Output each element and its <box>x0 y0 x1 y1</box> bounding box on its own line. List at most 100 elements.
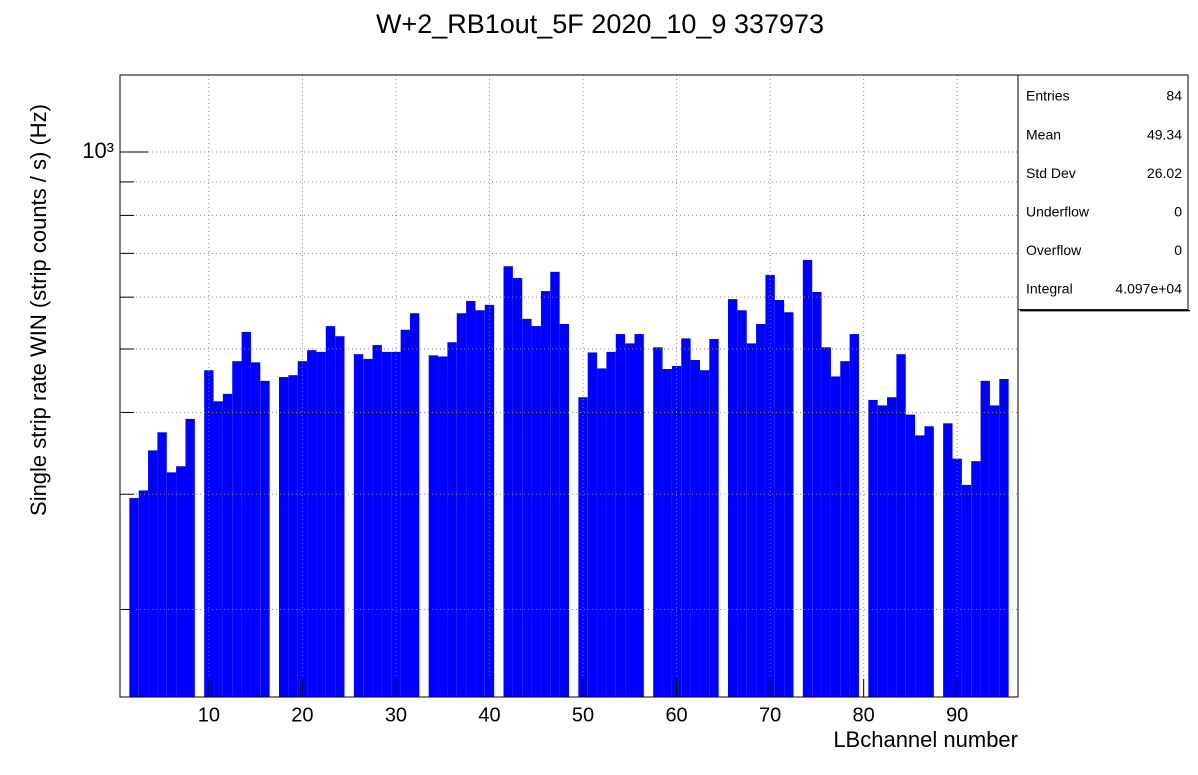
bar <box>737 310 747 697</box>
stats-label: Underflow <box>1026 204 1090 220</box>
bar <box>316 351 326 697</box>
bar <box>335 336 345 697</box>
chart-title: W+2_RB1out_5F 2020_10_9 337973 <box>376 9 824 39</box>
bar <box>307 350 317 697</box>
bar <box>204 370 214 697</box>
bar <box>756 323 766 697</box>
stats-box <box>1017 74 1189 311</box>
bar <box>279 377 289 697</box>
bar <box>138 490 149 697</box>
x-tick-label: 40 <box>478 704 500 726</box>
bar <box>176 466 186 697</box>
x-axis-label: LBchannel number <box>833 727 1018 752</box>
bar <box>503 266 513 697</box>
bar <box>166 472 177 697</box>
bar <box>746 343 757 697</box>
bar <box>250 362 261 697</box>
bar <box>943 423 953 697</box>
stats-value: 0 <box>1174 204 1182 220</box>
bar <box>765 274 775 697</box>
bar <box>400 329 410 697</box>
bar <box>905 414 916 697</box>
bar <box>185 418 195 697</box>
bar <box>952 458 962 697</box>
y-axis-label: Single strip rate WIN (strip counts / s)… <box>26 104 51 516</box>
bar <box>690 360 700 697</box>
bar <box>896 354 906 697</box>
bar <box>391 351 401 697</box>
bar <box>999 378 1009 697</box>
bar <box>157 432 167 697</box>
bar <box>606 351 616 697</box>
bar <box>363 358 373 697</box>
bar <box>634 334 644 697</box>
bar <box>971 461 981 697</box>
bar <box>653 347 663 697</box>
bar <box>129 498 139 697</box>
bar <box>784 312 794 697</box>
x-tick-label: 30 <box>385 704 407 726</box>
x-tick-label: 60 <box>665 704 687 726</box>
bar <box>625 343 635 697</box>
bar <box>222 393 233 697</box>
bar <box>699 370 710 697</box>
bar <box>662 369 672 697</box>
bar <box>540 291 551 697</box>
bar <box>989 405 1000 697</box>
x-tick-label: 80 <box>853 704 875 726</box>
bar <box>381 351 392 697</box>
bar <box>325 326 336 697</box>
bar <box>353 354 364 697</box>
bar <box>438 356 448 697</box>
bar <box>288 375 298 697</box>
x-tick-label: 50 <box>572 704 594 726</box>
stats-label: Std Dev <box>1026 165 1076 181</box>
bar <box>484 304 495 697</box>
stats-value: 26.02 <box>1147 165 1182 181</box>
stats-label: Mean <box>1026 126 1061 142</box>
bar <box>260 380 270 697</box>
bar <box>447 342 457 697</box>
stats-value: 4.097e+04 <box>1115 281 1182 297</box>
stats-value: 84 <box>1166 88 1182 104</box>
bar <box>512 277 523 697</box>
x-tick-label: 70 <box>759 704 781 726</box>
y-tick-label: 10³ <box>82 138 114 163</box>
bar <box>709 338 719 697</box>
bar <box>915 435 925 697</box>
bar <box>522 318 532 697</box>
bar <box>821 347 831 697</box>
bar <box>924 426 934 697</box>
x-tick-label: 10 <box>198 704 220 726</box>
bar <box>428 355 439 697</box>
bar <box>597 368 607 697</box>
bar <box>887 397 897 697</box>
bar <box>232 361 242 697</box>
bar <box>830 376 841 697</box>
bar <box>559 323 569 697</box>
bar <box>868 399 878 697</box>
bar <box>241 331 251 697</box>
bar <box>849 334 859 697</box>
stats-value: 0 <box>1174 242 1182 258</box>
x-tick-label: 90 <box>946 704 968 726</box>
bar <box>587 352 598 697</box>
bar <box>550 271 560 697</box>
bar <box>681 338 691 697</box>
bar <box>840 361 850 697</box>
bar <box>615 334 626 697</box>
plot-frame <box>119 74 1019 698</box>
x-tick-label: 20 <box>291 704 313 726</box>
bar <box>961 484 972 697</box>
bar <box>980 380 990 697</box>
stats-label: Integral <box>1026 281 1073 297</box>
bar <box>531 326 541 697</box>
stats-label: Entries <box>1026 88 1070 104</box>
bar <box>728 299 738 697</box>
bar <box>802 259 813 697</box>
bar <box>409 313 420 697</box>
bar <box>148 450 158 697</box>
stats-value: 49.34 <box>1147 126 1182 142</box>
bar <box>372 345 382 697</box>
